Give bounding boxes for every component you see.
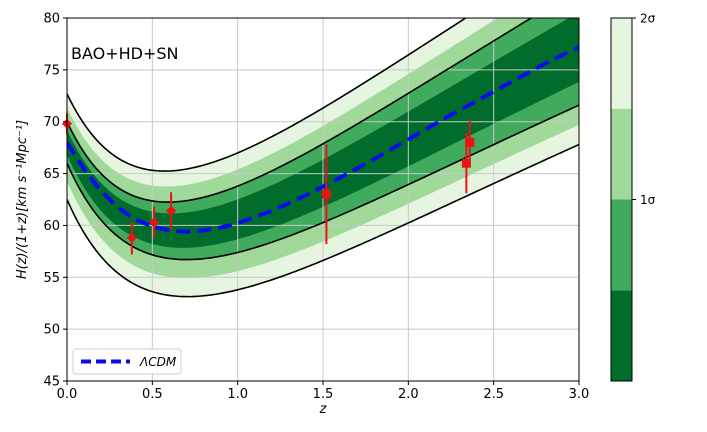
x-tick-label: 1.0	[227, 387, 248, 402]
y-tick-label: 80	[43, 12, 60, 27]
point-marker-square	[465, 137, 475, 147]
sigma-colorbar: 1σ 2σ	[610, 12, 656, 382]
colorbar-segment	[611, 199, 632, 291]
x-tick-label: 2.5	[483, 387, 504, 402]
x-tick-label: 1.5	[313, 387, 334, 402]
y-tick-label: 45	[43, 375, 60, 390]
y-tick-label: 70	[43, 115, 60, 130]
x-axis-label: z	[319, 402, 328, 417]
colorbar-label: 1σ	[640, 193, 656, 207]
boundary-1sigma-upper	[67, 18, 533, 203]
legend-label-lcdm: ΛCDM	[139, 355, 177, 369]
boundary-2sigma-lower	[67, 143, 579, 298]
x-tick-label: 2.0	[398, 387, 419, 402]
boundary-2sigma-upper	[67, 18, 468, 172]
x-tick-label: 0.0	[57, 387, 78, 402]
colorbar-segment	[611, 290, 632, 381]
point-marker-diamond	[126, 232, 137, 243]
colorbar-label: 2σ	[640, 12, 656, 26]
colorbar-segment	[611, 108, 632, 200]
band-1sigma-outer	[67, 18, 579, 260]
data-point	[166, 192, 177, 230]
y-tick-label: 50	[43, 323, 60, 338]
point-marker-square	[461, 158, 471, 168]
y-tick-label: 75	[43, 63, 60, 78]
point-marker-diamond	[149, 217, 160, 228]
dataset-annotation: BAO+HD+SN	[71, 44, 179, 63]
y-axis-label: H(z)/(1+z)[km s⁻¹Mpc⁻¹]	[15, 120, 30, 279]
y-tick-label: 55	[43, 271, 60, 286]
y-tick-label: 65	[43, 167, 60, 182]
boundary-1sigma-lower	[67, 104, 579, 261]
data-point	[126, 221, 137, 255]
lcdm-dashed-line	[67, 45, 579, 234]
x-tick-label: 0.5	[142, 387, 163, 402]
data-point	[149, 206, 160, 238]
data-point	[321, 144, 331, 245]
x-tick-label: 3.0	[569, 387, 590, 402]
point-marker-square	[321, 189, 331, 199]
legend: ΛCDM	[72, 348, 182, 375]
lcdm-series	[67, 45, 579, 234]
y-tick-label: 60	[43, 219, 60, 234]
axis-ticks: 0.0 0.5 1.0 1.5 2.0 2.5 3.0 45 50 55 60 65 70 75 80	[43, 12, 589, 403]
data-point	[465, 119, 475, 166]
colorbar-segment	[611, 18, 632, 109]
sigma-boundaries	[67, 18, 579, 298]
point-marker-diamond	[166, 205, 177, 216]
